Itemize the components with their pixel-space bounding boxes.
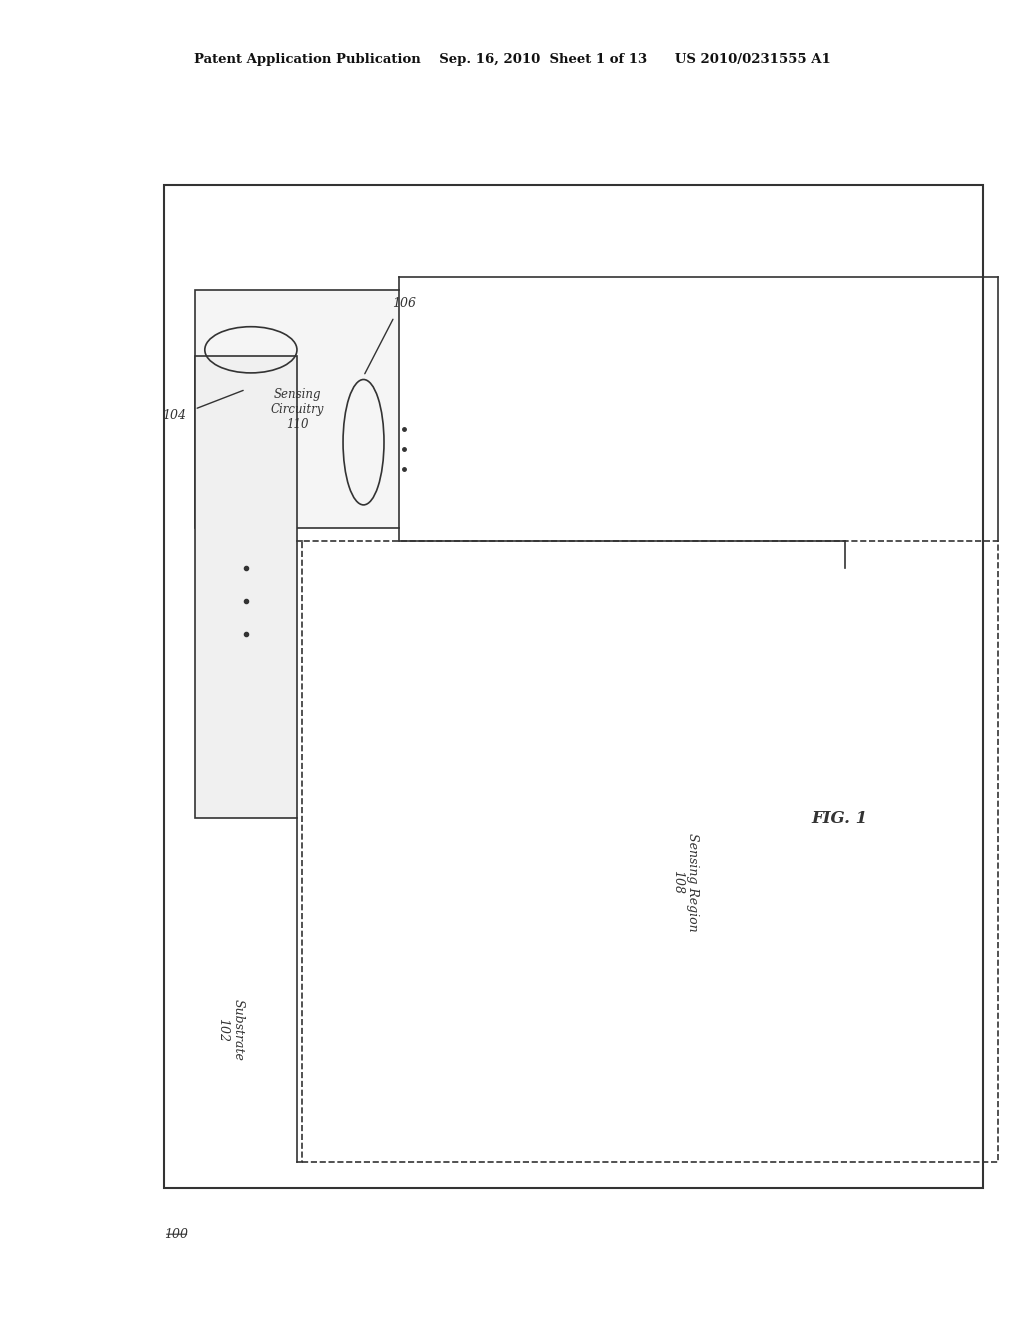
Text: 104: 104 [162,409,186,422]
Text: Sensing Region
108: Sensing Region 108 [671,833,699,932]
Bar [302,541,998,1162]
Text: Sensing
Circuitry
110: Sensing Circuitry 110 [270,388,324,430]
Text: FIG. 1: FIG. 1 [812,810,867,826]
Bar [164,185,983,1188]
Text: Substrate
102: Substrate 102 [216,999,245,1060]
Text: 100: 100 [164,1228,187,1241]
Bar [195,290,399,528]
Bar [195,356,297,818]
Text: 106: 106 [392,297,417,310]
Text: Patent Application Publication    Sep. 16, 2010  Sheet 1 of 13      US 2010/0231: Patent Application Publication Sep. 16, … [194,53,830,66]
